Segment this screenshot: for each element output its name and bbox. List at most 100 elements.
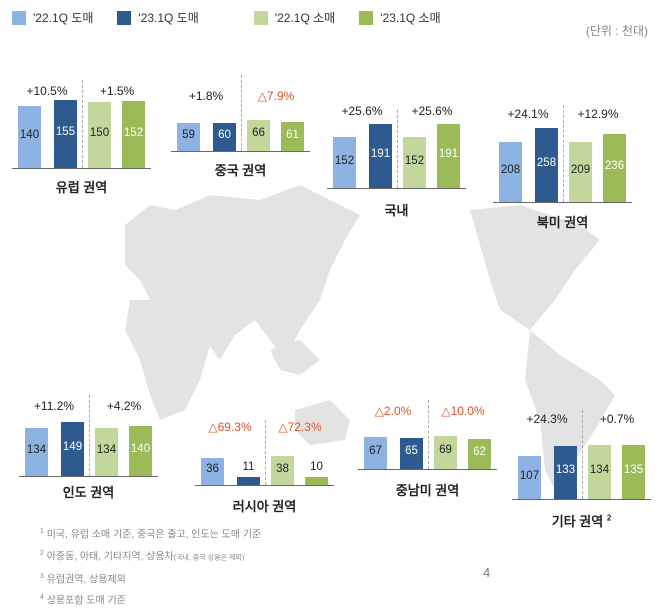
bar-value-label: 209 <box>570 164 591 177</box>
bar: 209 <box>569 142 592 202</box>
change-label: +1.5% <box>99 84 135 98</box>
bar-value-label: 69 <box>439 444 452 457</box>
bar: 191 <box>437 124 460 188</box>
bar-value-label: 60 <box>218 128 231 141</box>
bar-value-label: 107 <box>519 469 540 482</box>
bar: 66 <box>247 119 270 151</box>
legend-swatch <box>359 10 374 25</box>
bar: 236 <box>603 134 626 202</box>
bar-value-label: 67 <box>369 444 382 457</box>
change-label: △69.3% <box>208 420 252 434</box>
bar: 152 <box>403 137 426 188</box>
bar-value-label: 191 <box>438 148 459 160</box>
bar-value-label: 10 <box>310 461 323 474</box>
legend-swatch <box>117 10 132 25</box>
baseline <box>12 167 151 169</box>
change-label: △2.0% <box>374 404 412 418</box>
change-label: +24.1% <box>507 107 549 121</box>
footnote: 2 아중동, 아태, 기타지역, 상용차(국내, 중국 상용은 제외) <box>40 545 261 568</box>
bar: 134 <box>588 445 611 499</box>
bar: 67 <box>364 436 387 469</box>
region-name: 러시아 권역 <box>195 496 335 515</box>
bar: 11 <box>237 461 260 485</box>
change-label: +25.6% <box>341 104 383 118</box>
legend: '22.1Q 도매 '23.1Q 도매 '22.1Q 소매 '23.1Q 소매 <box>12 9 465 26</box>
footnote: 1 미국, 유럽 소매 기준, 중국은 출고, 인도는 도매 기준 <box>40 523 261 545</box>
region-name-text: 기타 권역 <box>551 514 604 529</box>
footnote-mark: 4 <box>40 594 44 602</box>
region-name: 인도 권역 <box>19 482 159 501</box>
change-label: △7.9% <box>257 89 295 103</box>
bar-value-label: 152 <box>334 154 355 167</box>
bar-value-label: 36 <box>206 463 219 476</box>
divider <box>582 410 583 499</box>
divider <box>397 110 398 188</box>
bar-value-label: 152 <box>123 126 144 139</box>
bar-value-label: 149 <box>62 441 83 454</box>
divider <box>428 400 429 469</box>
region-name-text: 중국 권역 <box>214 163 267 178</box>
bar: 150 <box>88 102 111 168</box>
bar-value-label: 134 <box>96 443 117 456</box>
bar-value-label: 66 <box>252 127 265 140</box>
footnote-small: (국내, 중국 상용은 제외) <box>173 554 245 562</box>
legend-label: '22.1Q 도매 <box>33 11 94 25</box>
bar-value-label: 155 <box>55 125 76 138</box>
divider <box>82 80 83 168</box>
footnote-text: 아중동, 아태, 기타지역, 상용차 <box>46 551 174 563</box>
legend-swatch <box>253 10 268 25</box>
bar: 133 <box>554 445 577 499</box>
change-label: +11.2% <box>33 399 75 413</box>
bar: 59 <box>177 123 200 151</box>
baseline <box>19 475 158 477</box>
bar: 135 <box>622 445 645 499</box>
bar-value-label: 135 <box>623 464 644 476</box>
legend-item: '23.1Q 도매 <box>117 9 199 26</box>
bar: 61 <box>281 122 304 151</box>
bar-value-label: 59 <box>182 129 195 142</box>
region-name: 중국 권역 <box>171 160 311 179</box>
bar-value-label: 140 <box>130 442 151 455</box>
bar: 60 <box>213 122 236 151</box>
baseline <box>327 187 466 189</box>
bar: 208 <box>499 142 522 202</box>
bar: 10 <box>305 461 328 485</box>
bar: 152 <box>122 101 145 168</box>
bar: 152 <box>333 137 356 188</box>
divider <box>89 395 90 476</box>
bar: 38 <box>271 456 294 485</box>
bar-value-label: 150 <box>89 127 110 139</box>
bar-value-label: 11 <box>242 460 255 473</box>
footnote-mark: 3 <box>40 572 44 580</box>
baseline <box>358 468 497 470</box>
bar: 107 <box>518 456 541 499</box>
bar: 140 <box>129 425 152 476</box>
region-name: 북미 권역 <box>493 212 633 231</box>
legend-label: '23.1Q 소매 <box>380 11 441 25</box>
bar-value-label: 62 <box>473 446 486 459</box>
footnote: 4 상용포함 도매 기준 <box>40 589 261 611</box>
bar: 191 <box>369 124 392 188</box>
legend-item: '23.1Q 소매 <box>359 9 441 26</box>
divider <box>265 420 266 485</box>
change-label: △10.0% <box>441 404 485 418</box>
baseline <box>493 201 632 203</box>
divider <box>563 105 564 202</box>
change-label: +10.5% <box>26 84 68 98</box>
legend-swatch <box>12 10 26 25</box>
region-name-text: 인도 권역 <box>62 485 115 500</box>
change-label: +4.2% <box>106 399 142 413</box>
footnote-text: 상용포함 도매 기준 <box>46 595 126 607</box>
divider <box>241 75 242 151</box>
bar-value-label: 208 <box>500 164 521 177</box>
bar: 134 <box>25 427 48 476</box>
footnote: 3 유럽권역, 상용제외 <box>40 568 261 590</box>
legend-item: '22.1Q 소매 <box>253 9 335 26</box>
footnotes: 1 미국, 유럽 소매 기준, 중국은 출고, 인도는 도매 기준 2 아중동,… <box>40 523 261 611</box>
region-name-text: 유럽 권역 <box>55 180 108 195</box>
bar: 65 <box>400 437 423 469</box>
bar: 134 <box>95 427 118 476</box>
change-label: +24.3% <box>526 412 568 426</box>
legend-label: '23.1Q 도매 <box>138 11 199 25</box>
